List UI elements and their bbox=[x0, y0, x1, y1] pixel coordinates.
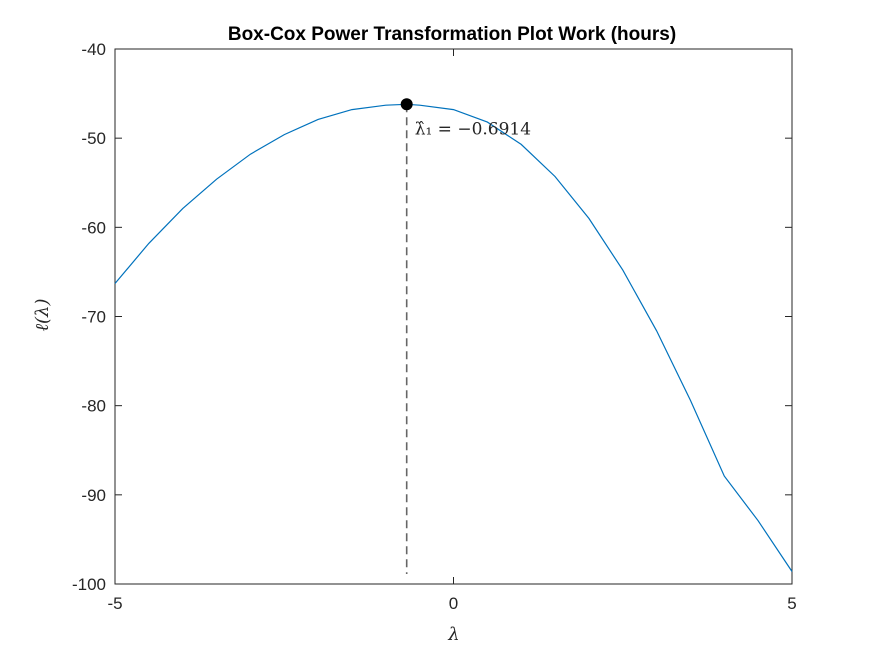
likelihood-curve bbox=[114, 103, 793, 572]
y-tick-label: -80 bbox=[81, 397, 106, 416]
x-tick-label: 5 bbox=[787, 594, 796, 613]
y-axis-label: ℓ(λ) bbox=[32, 299, 53, 332]
y-tick-label: -40 bbox=[81, 40, 106, 59]
y-tick-label: -100 bbox=[72, 575, 106, 594]
plot-area: -5 0 5-40-50-60-70-80-90-100 bbox=[72, 40, 797, 613]
y-tick-label: -90 bbox=[81, 486, 106, 505]
x-tick-label: 0 bbox=[449, 594, 458, 613]
y-tick-label: -70 bbox=[81, 308, 106, 327]
y-tick-label: -60 bbox=[81, 218, 106, 237]
y-tick-label: -50 bbox=[81, 129, 106, 148]
optimum-marker bbox=[400, 98, 413, 111]
x-tick-label: -5 bbox=[107, 594, 122, 613]
x-axis-label: λ bbox=[447, 624, 459, 645]
chart-title: Box-Cox Power Transformation Plot Work (… bbox=[228, 24, 676, 45]
optimum-label: λ̂₁ = −0.6914 bbox=[415, 119, 531, 139]
